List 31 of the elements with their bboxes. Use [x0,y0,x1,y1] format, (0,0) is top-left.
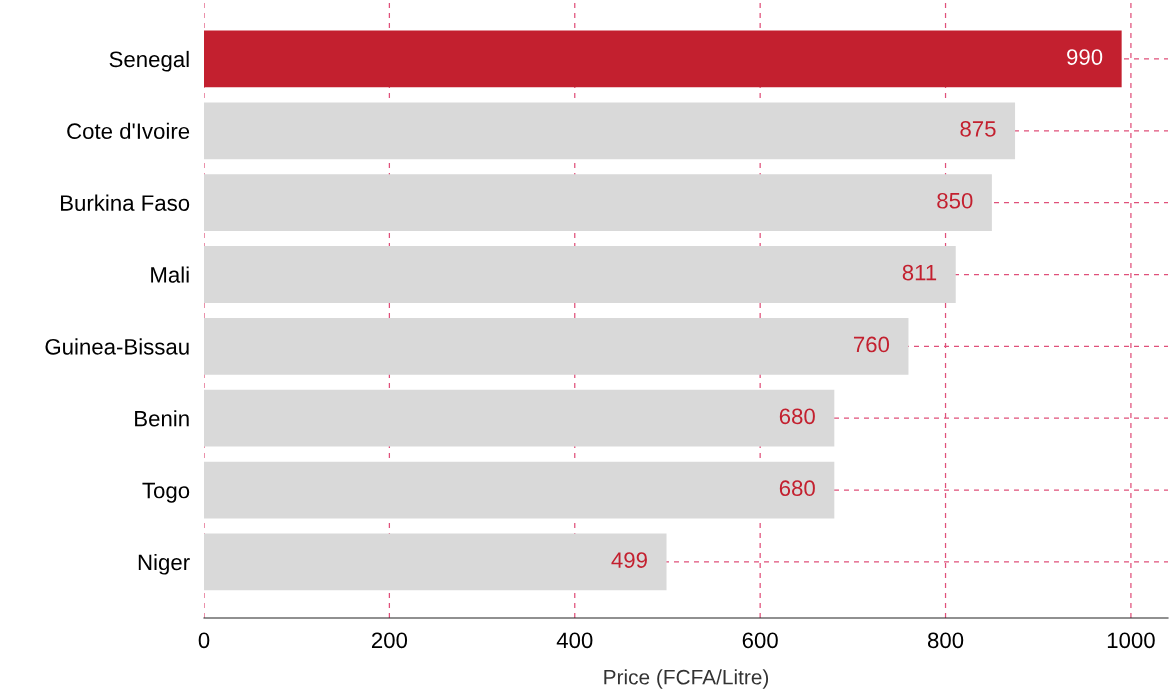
data-label: 811 [902,264,937,281]
y-tick-label: Mali [151,266,189,283]
x-tick-label: 600 [742,632,778,649]
bar [204,30,1122,88]
bar [204,389,835,447]
data-label: 680 [779,480,815,497]
y-tick-label: Cote d'Ivoire [67,122,190,140]
data-label: 875 [960,121,996,137]
x-tick-label: 400 [556,632,593,649]
x-tick-label: 0 [198,632,210,649]
bar [204,317,909,375]
bar [204,174,992,232]
y-tick-label: Niger [138,553,190,575]
x-tick-label: 800 [927,632,964,649]
bar [204,533,667,591]
data-label: 760 [853,336,890,353]
data-label: 850 [937,192,973,209]
y-tick-label: Senegal [109,50,189,72]
x-tick-label: 1000 [1107,632,1155,649]
y-tick-label: Togo [142,482,190,503]
bar [204,102,1016,160]
data-label: 499 [611,552,647,568]
y-tick-label: Guinea-Bissau [45,338,189,355]
y-tick-label: Burkina Faso [61,194,190,211]
bar [204,461,835,519]
y-tick-label: Benin [135,410,189,427]
x-tick-label: 200 [371,632,408,649]
bar [204,246,956,303]
data-label: 680 [779,408,815,425]
data-label: 990 [1067,49,1103,65]
x-axis-title: Price (FCFA/Litre) [604,669,769,689]
